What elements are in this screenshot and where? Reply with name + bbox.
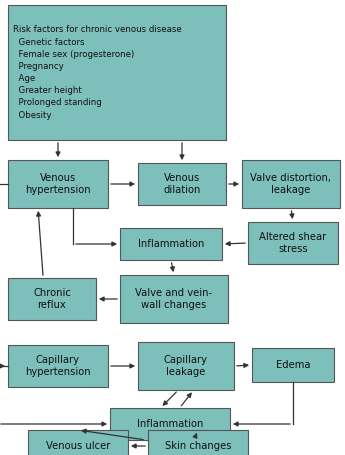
Text: Inflammation: Inflammation bbox=[137, 419, 203, 429]
FancyBboxPatch shape bbox=[8, 345, 108, 387]
FancyBboxPatch shape bbox=[148, 430, 248, 455]
Text: Edema: Edema bbox=[276, 360, 310, 370]
FancyBboxPatch shape bbox=[110, 408, 230, 440]
FancyBboxPatch shape bbox=[8, 5, 226, 140]
FancyBboxPatch shape bbox=[252, 348, 334, 382]
Text: Valve and vein-
wall changes: Valve and vein- wall changes bbox=[136, 288, 213, 310]
FancyBboxPatch shape bbox=[28, 430, 128, 455]
Text: Capillary
hypertension: Capillary hypertension bbox=[25, 355, 91, 377]
Text: Venous
hypertension: Venous hypertension bbox=[25, 173, 91, 195]
Text: Capillary
leakage: Capillary leakage bbox=[164, 355, 208, 377]
FancyBboxPatch shape bbox=[242, 160, 340, 208]
Text: Inflammation: Inflammation bbox=[138, 239, 204, 249]
Text: Chronic
reflux: Chronic reflux bbox=[33, 288, 71, 310]
Text: Risk factors for chronic venous disease
  Genetic factors
  Female sex (progeste: Risk factors for chronic venous disease … bbox=[13, 25, 182, 120]
Text: Venous ulcer: Venous ulcer bbox=[46, 441, 110, 451]
Text: Altered shear
stress: Altered shear stress bbox=[259, 232, 327, 254]
FancyBboxPatch shape bbox=[8, 278, 96, 320]
FancyBboxPatch shape bbox=[120, 275, 228, 323]
FancyBboxPatch shape bbox=[138, 342, 234, 390]
FancyBboxPatch shape bbox=[248, 222, 338, 264]
FancyBboxPatch shape bbox=[8, 160, 108, 208]
Text: Valve distortion,
leakage: Valve distortion, leakage bbox=[250, 173, 332, 195]
FancyBboxPatch shape bbox=[120, 228, 222, 260]
Text: Skin changes: Skin changes bbox=[165, 441, 231, 451]
Text: Venous
dilation: Venous dilation bbox=[163, 173, 201, 195]
FancyBboxPatch shape bbox=[138, 163, 226, 205]
